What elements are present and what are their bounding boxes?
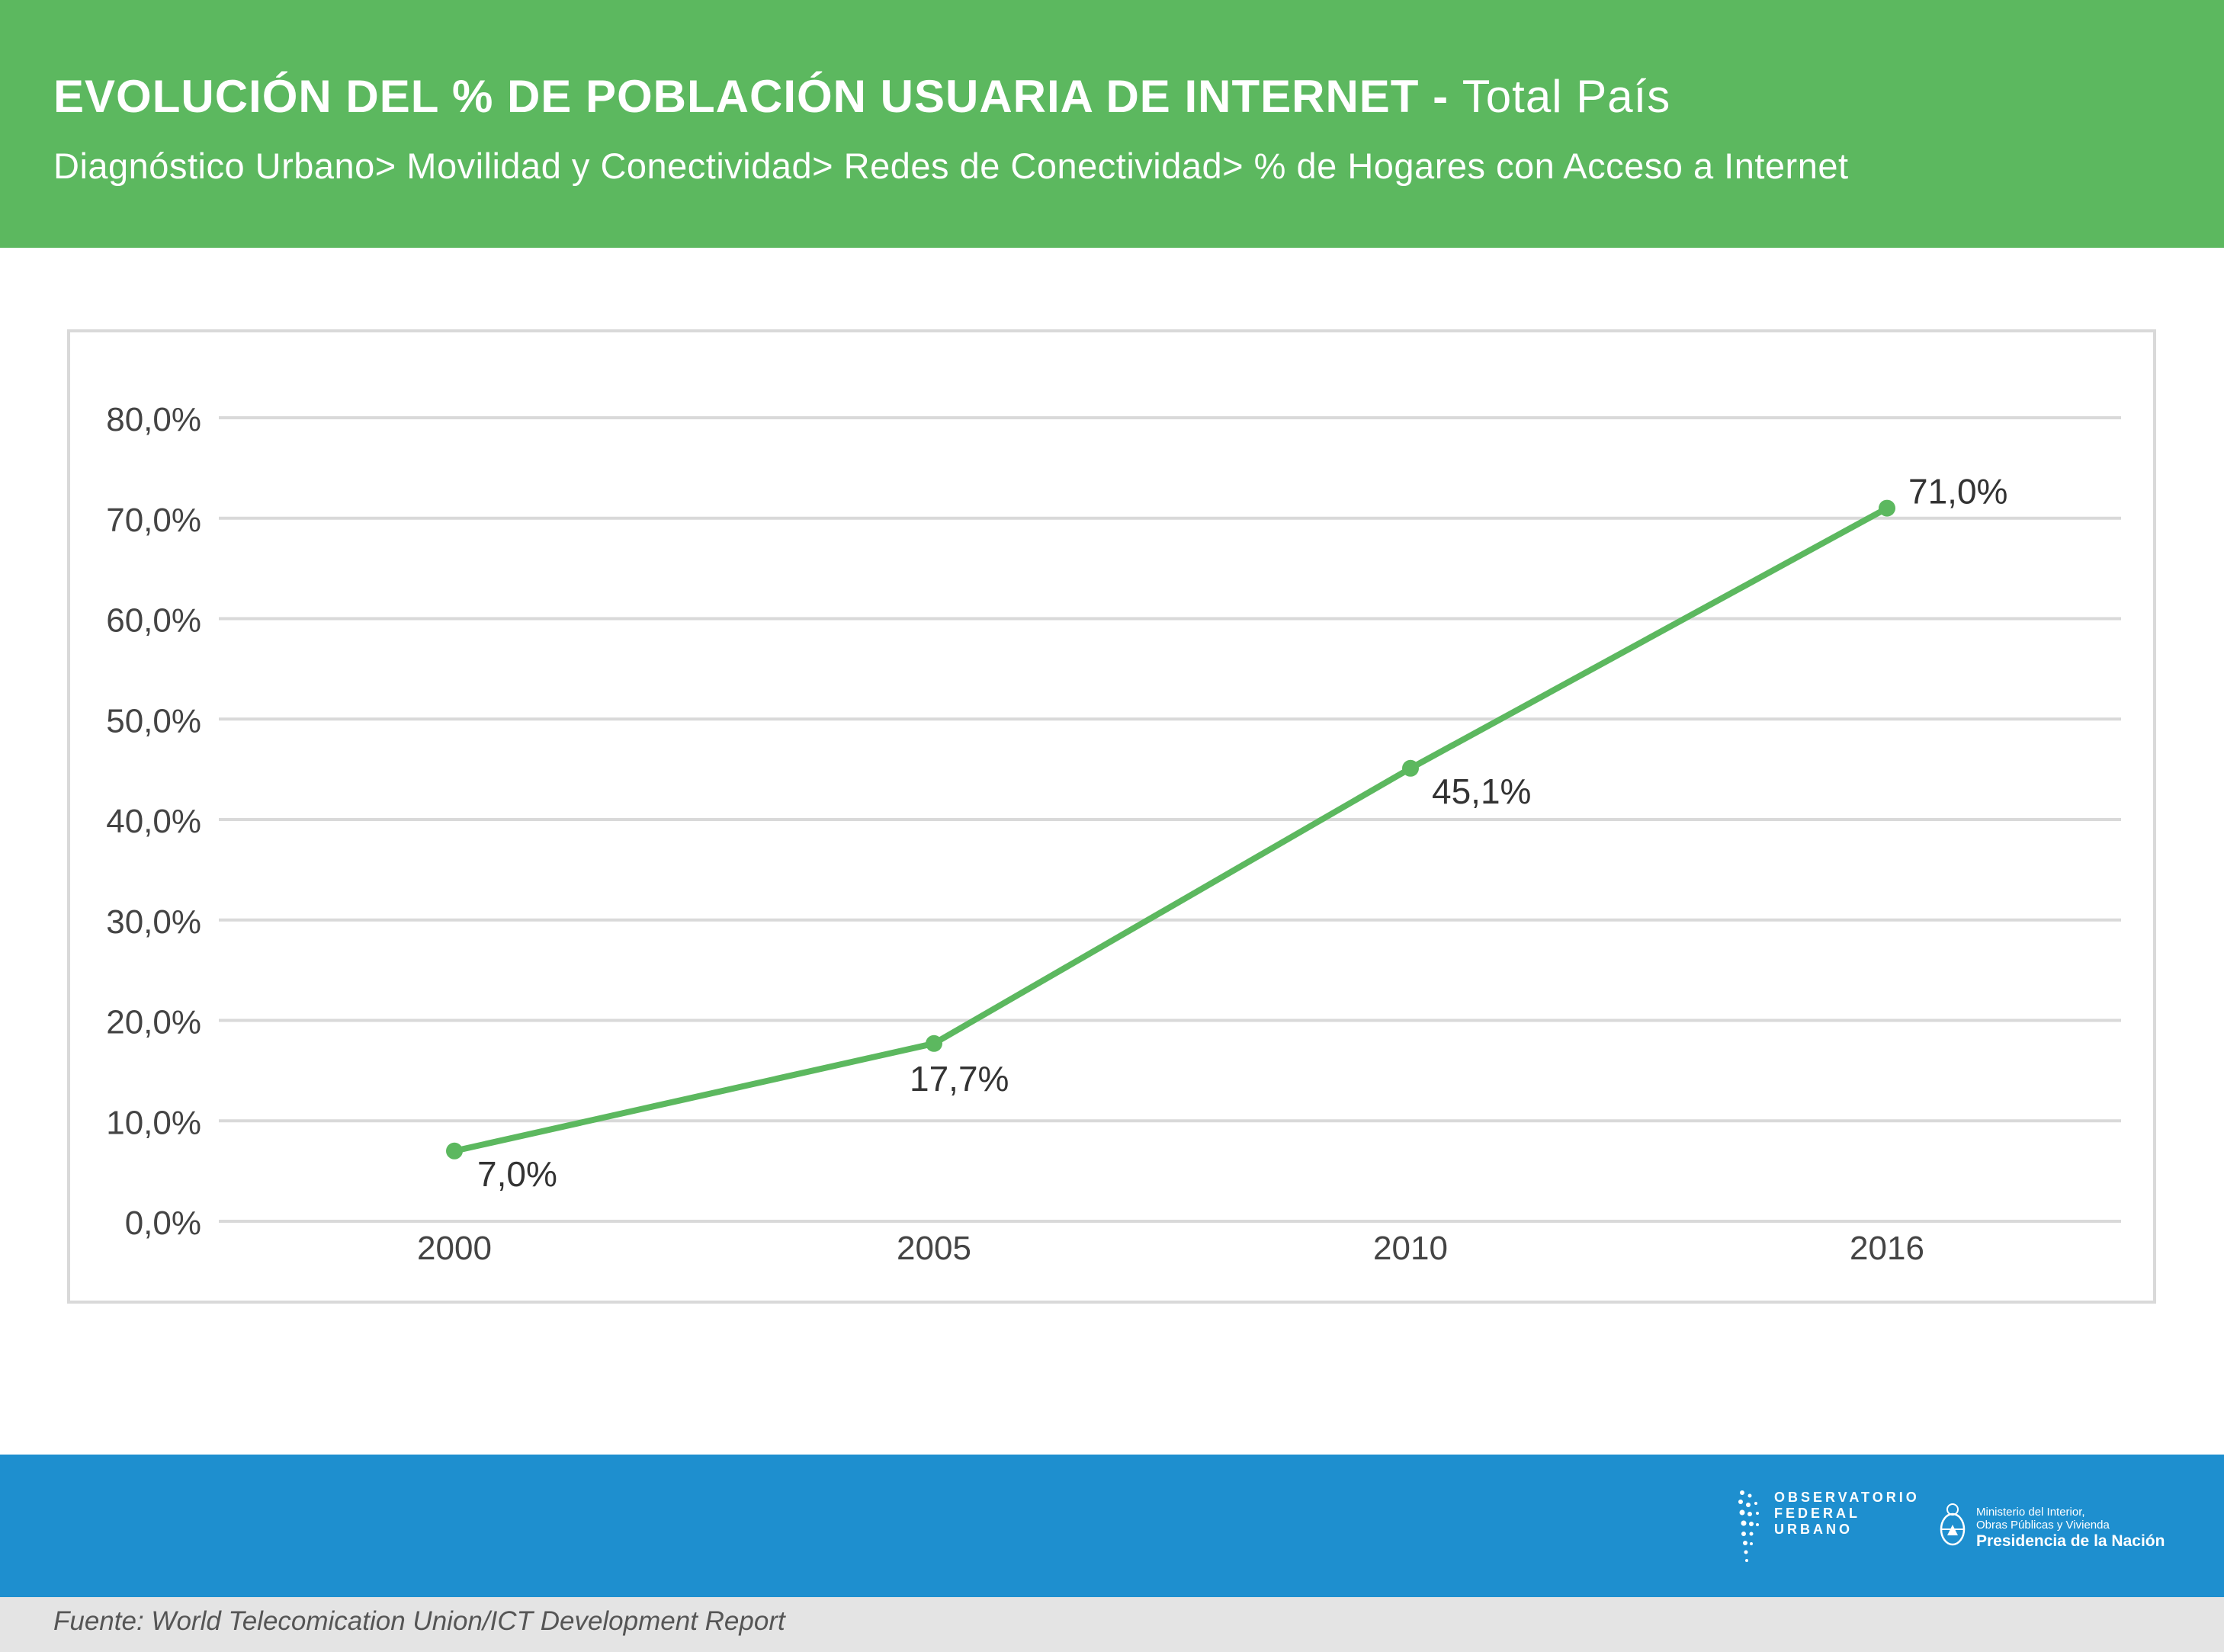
observatorio-logo-text: OBSERVATORIO FEDERAL URBANO — [1774, 1490, 1920, 1537]
ministerio-name-line1: Ministerio del Interior, — [1976, 1506, 2085, 1519]
x-tick-label: 2010 — [1373, 1230, 1448, 1267]
ministerio-name-line2: Obras Públicas y Vivienda — [1976, 1519, 2110, 1532]
source-band: Fuente: World Telecomication Union/ICT D… — [0, 1597, 2224, 1652]
x-tick-label: 2000 — [417, 1230, 492, 1267]
y-tick-label: 40,0% — [106, 803, 201, 840]
presidencia-label: Presidencia de la Nación — [1976, 1532, 2165, 1550]
header-banner: EVOLUCIÓN DEL % DE POBLACIÓN USUARIA DE … — [0, 0, 2224, 248]
title-main: EVOLUCIÓN DEL % DE POBLACIÓN USUARIA DE … — [53, 71, 1449, 122]
data-point — [1879, 499, 1895, 517]
data-point — [926, 1035, 942, 1052]
ministerio-logo: Ministerio del Interior, Obras Públicas … — [1937, 1502, 2188, 1555]
page-title: EVOLUCIÓN DEL % DE POBLACIÓN USUARIA DE … — [53, 70, 1670, 123]
x-axis-ticks: 2000 2005 2010 2016 — [417, 1230, 1924, 1267]
data-label: 45,1% — [1432, 771, 1531, 811]
observatorio-logo: OBSERVATORIO FEDERAL URBANO — [1735, 1488, 1917, 1564]
grid-lines — [219, 416, 2121, 1223]
data-label: 71,0% — [1908, 472, 2007, 512]
data-point — [1402, 759, 1419, 777]
y-tick-label: 50,0% — [106, 702, 201, 739]
y-tick-label: 70,0% — [106, 502, 201, 539]
data-labels: 7,0% 17,7% 45,1% 71,0% — [477, 472, 2007, 1194]
series-line-group — [446, 499, 1895, 1160]
coat-of-arms-icon — [1940, 1503, 1966, 1546]
breadcrumb: Diagnóstico Urbano> Movilidad y Conectiv… — [53, 146, 1849, 186]
x-tick-label: 2005 — [897, 1230, 971, 1267]
footer-band — [0, 1455, 2224, 1597]
data-point — [446, 1142, 463, 1160]
data-label: 7,0% — [477, 1154, 557, 1194]
y-tick-label: 80,0% — [106, 401, 201, 438]
observatorio-dots-icon — [1738, 1490, 1759, 1562]
y-tick-label: 0,0% — [125, 1205, 201, 1242]
chart-frame: 0,0% 10,0% 20,0% 30,0% 40,0% 50,0% 60,0% 70,0% 8… — [67, 329, 2156, 1304]
y-tick-label: 30,0% — [106, 903, 201, 941]
y-tick-label: 10,0% — [106, 1104, 201, 1141]
title-scope: Total País — [1462, 71, 1671, 122]
x-tick-label: 2016 — [1850, 1230, 1924, 1267]
series-line — [451, 505, 1890, 1154]
y-tick-label: 60,0% — [106, 602, 201, 640]
line-chart: 0,0% 10,0% 20,0% 30,0% 40,0% 50,0% 60,0% 70,0% 8… — [106, 401, 2121, 1267]
source-note: Fuente: World Telecomication Union/ICT D… — [53, 1606, 785, 1636]
y-tick-label: 20,0% — [106, 1004, 201, 1041]
y-axis-ticks: 0,0% 10,0% 20,0% 30,0% 40,0% 50,0% 60,0% 70,0% 8… — [106, 401, 201, 1242]
data-label: 17,7% — [910, 1059, 1009, 1099]
